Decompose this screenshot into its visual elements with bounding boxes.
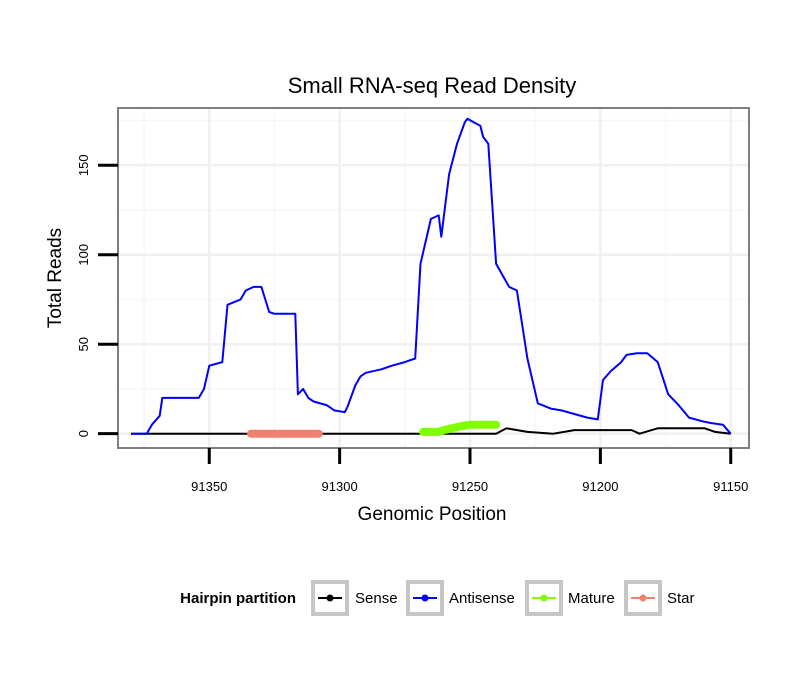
series-antisense-line: [131, 117, 732, 435]
y-axis-label: Total Reads: [45, 228, 66, 328]
x-tick-label: 91150: [713, 479, 748, 494]
legend-label-antisense: Antisense: [449, 590, 515, 607]
y-tick-label: 50: [76, 337, 91, 351]
x-axis: 91350 91300 91250 91200 91150: [191, 448, 748, 494]
legend: Hairpin partition Sense Antisense Mature St…: [180, 580, 695, 616]
y-tick-label: 0: [76, 430, 91, 437]
legend-dot-sense: [326, 594, 334, 602]
legend-item-sense: Sense: [311, 580, 398, 616]
legend-item-antisense: Antisense: [406, 580, 515, 616]
series-layer: [131, 117, 732, 438]
chart-title: Small RNA-seq Read Density: [288, 73, 577, 98]
legend-label-sense: Sense: [355, 590, 398, 607]
legend-dot-mature: [540, 594, 548, 602]
legend-item-star: Star: [624, 580, 695, 616]
legend-dot-star: [639, 594, 647, 602]
x-tick-label: 91250: [452, 479, 488, 494]
x-tick-label: 91200: [582, 479, 618, 494]
y-tick-label: 100: [76, 244, 91, 266]
legend-item-mature: Mature: [525, 580, 615, 616]
legend-dot-antisense: [421, 594, 429, 602]
legend-title: Hairpin partition: [180, 590, 296, 607]
series-mature-line: [419, 420, 501, 436]
x-tick-label: 91300: [322, 479, 358, 494]
plot-border: [117, 107, 750, 449]
y-axis: 0 50 100 150: [76, 154, 118, 437]
legend-label-star: Star: [667, 590, 695, 607]
x-axis-label: Genomic Position: [358, 504, 507, 525]
grid-lines: [118, 108, 749, 448]
plot-panel: [118, 108, 749, 448]
series-sense-line: [131, 427, 731, 435]
y-tick-label: 150: [76, 154, 91, 176]
x-tick-label: 91350: [191, 479, 227, 494]
legend-label-mature: Mature: [568, 590, 615, 607]
